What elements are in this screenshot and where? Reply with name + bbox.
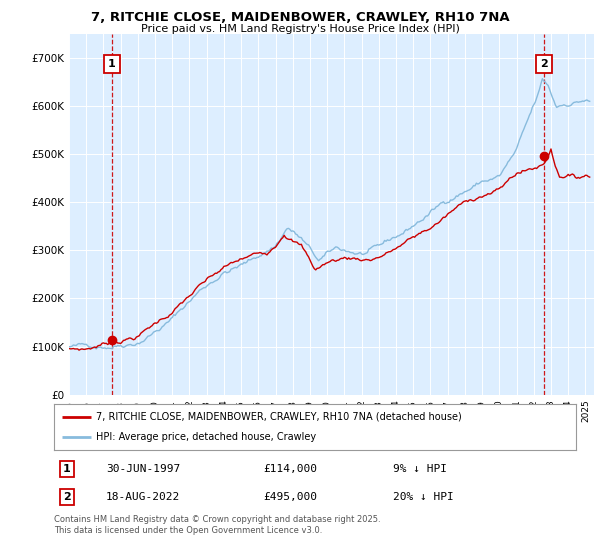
- Text: £114,000: £114,000: [263, 464, 317, 474]
- Text: 9% ↓ HPI: 9% ↓ HPI: [394, 464, 448, 474]
- Text: 30-JUN-1997: 30-JUN-1997: [106, 464, 181, 474]
- Text: 18-AUG-2022: 18-AUG-2022: [106, 492, 181, 502]
- Text: 7, RITCHIE CLOSE, MAIDENBOWER, CRAWLEY, RH10 7NA (detached house): 7, RITCHIE CLOSE, MAIDENBOWER, CRAWLEY, …: [96, 412, 461, 422]
- Text: 2: 2: [63, 492, 71, 502]
- Text: 1: 1: [108, 59, 116, 69]
- Text: 7, RITCHIE CLOSE, MAIDENBOWER, CRAWLEY, RH10 7NA: 7, RITCHIE CLOSE, MAIDENBOWER, CRAWLEY, …: [91, 11, 509, 24]
- Text: 2: 2: [540, 59, 548, 69]
- Text: Price paid vs. HM Land Registry's House Price Index (HPI): Price paid vs. HM Land Registry's House …: [140, 24, 460, 34]
- Text: 1: 1: [63, 464, 71, 474]
- Text: 20% ↓ HPI: 20% ↓ HPI: [394, 492, 454, 502]
- Text: £495,000: £495,000: [263, 492, 317, 502]
- Text: HPI: Average price, detached house, Crawley: HPI: Average price, detached house, Craw…: [96, 432, 316, 442]
- Text: Contains HM Land Registry data © Crown copyright and database right 2025.
This d: Contains HM Land Registry data © Crown c…: [54, 515, 380, 535]
